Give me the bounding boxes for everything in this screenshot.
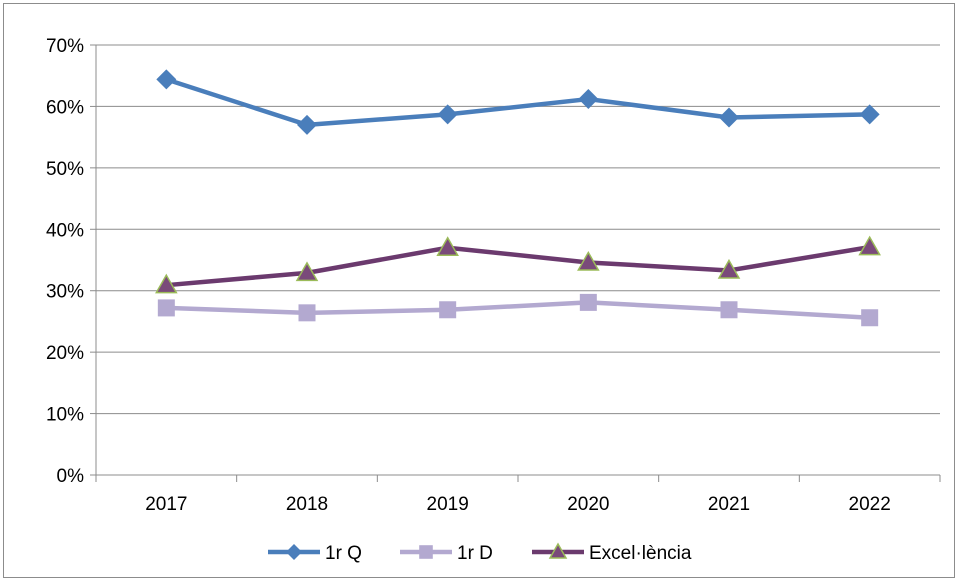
legend-label: 1r D	[457, 543, 493, 564]
data-point-diamond	[156, 69, 177, 90]
data-point-square	[579, 293, 597, 311]
series-line	[165, 77, 870, 128]
y-tick-label: 50%	[46, 159, 84, 180]
data-point-square	[861, 309, 879, 327]
y-tick-label: 60%	[46, 97, 84, 118]
y-axis-ticks: 0% 10% 20% 30% 40% 50% 60% 70%	[46, 36, 84, 487]
x-tick-label: 2020	[567, 494, 609, 515]
legend: 1r Q 1r D Excel·lència	[268, 542, 692, 564]
series-group	[155, 69, 881, 327]
series-line	[166, 300, 870, 320]
data-point-triangle	[577, 250, 600, 271]
legend-label: 1r Q	[325, 543, 362, 564]
y-tick-label: 30%	[46, 282, 84, 303]
y-tick-label: 70%	[46, 36, 84, 57]
x-tick-label: 2022	[849, 494, 891, 515]
data-point-square	[720, 301, 738, 319]
x-tick-label: 2021	[708, 494, 750, 515]
y-tick-label: 0%	[57, 466, 85, 487]
data-point-triangle	[858, 235, 881, 256]
data-point-triangle	[436, 236, 459, 256]
axes	[90, 44, 941, 482]
x-tick-label: 2017	[145, 494, 187, 515]
data-point-square	[298, 304, 316, 322]
gridlines	[96, 44, 940, 415]
data-point-triangle	[295, 261, 319, 282]
x-axis-ticks: 2017 2018 2019 2020 2021 2022	[145, 494, 891, 515]
data-point-diamond	[286, 544, 302, 560]
data-point-diamond	[437, 104, 458, 125]
y-tick-label: 10%	[46, 405, 84, 426]
data-point-triangle	[155, 273, 178, 294]
legend-label: Excel·lència	[589, 543, 692, 564]
data-point-triangle	[548, 542, 568, 559]
data-point-square	[439, 301, 457, 319]
x-tick-label: 2019	[427, 494, 469, 515]
data-point-diamond	[719, 107, 739, 128]
data-point-diamond	[578, 89, 599, 110]
series-line	[166, 244, 871, 288]
data-point-diamond	[297, 114, 317, 135]
data-point-diamond	[859, 104, 880, 125]
data-point-square	[419, 545, 433, 559]
y-tick-label: 20%	[46, 343, 84, 364]
data-point-square	[157, 299, 175, 317]
data-point-triangle	[717, 258, 741, 279]
x-tick-label: 2018	[286, 494, 328, 515]
y-tick-label: 40%	[46, 220, 84, 241]
